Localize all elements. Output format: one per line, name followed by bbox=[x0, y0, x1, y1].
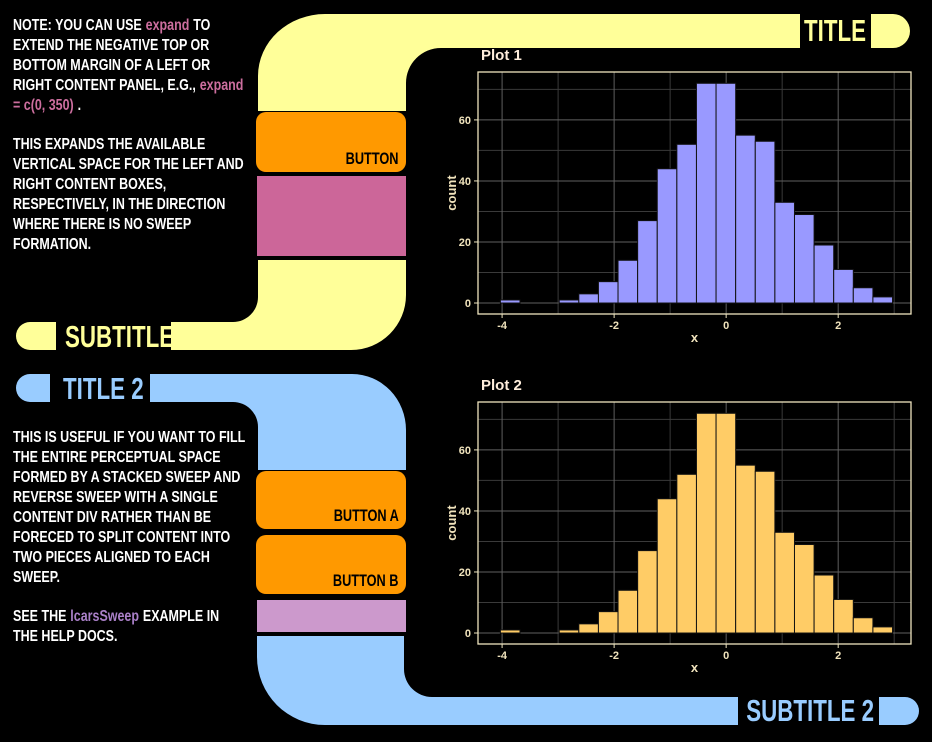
x-axis-label: x bbox=[691, 330, 699, 345]
chart-title: Plot 1 bbox=[481, 47, 522, 64]
x-tick-label: -2 bbox=[609, 320, 619, 332]
histogram-bar bbox=[754, 470, 776, 634]
histogram-bar bbox=[499, 299, 521, 304]
button-a[interactable]: BUTTON A bbox=[256, 471, 406, 529]
histogram-bar bbox=[774, 201, 795, 304]
blue-sweep-bottom-elbow bbox=[257, 636, 738, 725]
histogram-bar bbox=[872, 626, 894, 634]
x-tick-label: -2 bbox=[609, 650, 619, 662]
title-end-cap bbox=[871, 14, 910, 48]
note-text: . bbox=[77, 97, 82, 114]
x-tick-label: 0 bbox=[723, 650, 729, 662]
histogram-bar bbox=[872, 296, 894, 304]
yellow-sweep-bottom-elbow bbox=[171, 260, 406, 350]
histogram-bar bbox=[735, 464, 756, 634]
histogram-bar bbox=[617, 589, 639, 634]
histogram-bar bbox=[499, 629, 521, 634]
histogram-bar bbox=[695, 82, 717, 304]
lavender-panel bbox=[257, 600, 406, 632]
y-tick-label: 40 bbox=[459, 176, 471, 188]
note-block-2: THIS IS USEFUL IF YOU WANT TO FILL THE E… bbox=[13, 428, 247, 666]
note-paragraph: SEE THE lcarsSweep EXAMPLE IN THE HELP DOC… bbox=[13, 607, 247, 647]
histogram-bar bbox=[833, 268, 854, 304]
note-text: SEE THE bbox=[13, 608, 67, 625]
histogram-bar bbox=[695, 412, 717, 634]
title-2: TITLE 2 bbox=[63, 371, 144, 406]
histogram-bar bbox=[637, 550, 658, 634]
histogram-bar bbox=[676, 143, 697, 304]
note-paragraph: NOTE: YOU CAN USE expand TO EXTEND THE NEG… bbox=[13, 16, 247, 116]
histogram-bar bbox=[774, 531, 795, 634]
button[interactable]: BUTTON bbox=[256, 112, 406, 172]
note-paragraph: THIS IS USEFUL IF YOU WANT TO FILL THE E… bbox=[13, 429, 246, 586]
subtitle2-end-cap bbox=[879, 697, 919, 725]
chart-title: Plot 2 bbox=[481, 377, 522, 394]
histogram-bar bbox=[813, 574, 835, 634]
histogram-bar bbox=[597, 281, 619, 304]
histogram-bar bbox=[735, 134, 756, 304]
subtitle: SUBTITLE bbox=[65, 319, 175, 354]
blue-sweep-top-elbow bbox=[150, 374, 406, 470]
subtitle-2: SUBTITLE 2 bbox=[746, 693, 874, 728]
histogram-bar bbox=[617, 259, 639, 304]
y-tick-label: 20 bbox=[459, 237, 471, 249]
button-label: BUTTON bbox=[346, 149, 399, 168]
histogram-bar bbox=[676, 473, 697, 634]
note-text: EXAMPLE IN THE HELP DOCS. bbox=[13, 608, 220, 645]
histogram-bar bbox=[656, 498, 678, 634]
histogram-bar bbox=[833, 598, 854, 634]
yellow-sweep-top-elbow bbox=[258, 14, 800, 111]
title2-left-cap bbox=[16, 374, 50, 402]
histogram-bar bbox=[656, 168, 678, 304]
note-text: TO EXTEND THE NEGATIVE TOP OR BOTTOM MAR… bbox=[13, 17, 211, 94]
inline-code-lcarssweep: lcarsSweep bbox=[70, 608, 139, 625]
x-tick-label: -4 bbox=[497, 320, 508, 332]
panel-border bbox=[477, 401, 912, 645]
y-tick-label: 0 bbox=[465, 298, 471, 310]
histogram-bar bbox=[715, 82, 737, 304]
histogram-bar bbox=[813, 244, 835, 304]
histogram-bar bbox=[578, 623, 599, 634]
histogram-bar bbox=[754, 140, 776, 304]
y-tick-label: 0 bbox=[465, 628, 471, 640]
histogram-bar bbox=[852, 617, 874, 634]
page-title: TITLE bbox=[804, 13, 866, 48]
histogram-bar bbox=[852, 287, 874, 304]
histogram-bar bbox=[558, 629, 580, 634]
button-a-label: BUTTON A bbox=[333, 506, 399, 525]
histogram-bar bbox=[793, 544, 815, 634]
y-tick-label: 60 bbox=[459, 115, 471, 127]
y-tick-label: 60 bbox=[459, 445, 471, 457]
x-tick-label: 0 bbox=[723, 320, 729, 332]
y-tick-label: 40 bbox=[459, 506, 471, 518]
y-axis-label: count bbox=[444, 175, 459, 211]
inline-code-expand: expand bbox=[145, 17, 190, 34]
histogram-bar bbox=[637, 220, 658, 304]
button-b[interactable]: BUTTON B bbox=[256, 535, 406, 594]
panel-border bbox=[477, 71, 912, 315]
y-axis-label: count bbox=[444, 505, 459, 541]
note-text: NOTE: YOU CAN USE bbox=[13, 17, 142, 34]
button-b-label: BUTTON B bbox=[333, 571, 399, 590]
histogram-bar bbox=[597, 611, 619, 634]
x-tick-label: 2 bbox=[835, 320, 841, 332]
histogram-bar bbox=[793, 214, 815, 304]
subtitle-left-cap bbox=[16, 322, 56, 350]
histogram-bar bbox=[578, 293, 599, 304]
x-tick-label: -4 bbox=[497, 650, 508, 662]
note-paragraph: THIS EXPANDS THE AVAILABLE VERTICAL SPAC… bbox=[13, 136, 244, 253]
note-block-1: NOTE: YOU CAN USE expand TO EXTEND THE NEG… bbox=[13, 16, 247, 274]
y-tick-label: 20 bbox=[459, 567, 471, 579]
pink-panel bbox=[257, 176, 406, 256]
inline-code-expand-call: expand = c(0, 350) bbox=[13, 77, 244, 114]
x-axis-label: x bbox=[691, 660, 699, 675]
histogram-bar bbox=[558, 299, 580, 304]
histogram-bar bbox=[715, 412, 737, 634]
x-tick-label: 2 bbox=[835, 650, 841, 662]
